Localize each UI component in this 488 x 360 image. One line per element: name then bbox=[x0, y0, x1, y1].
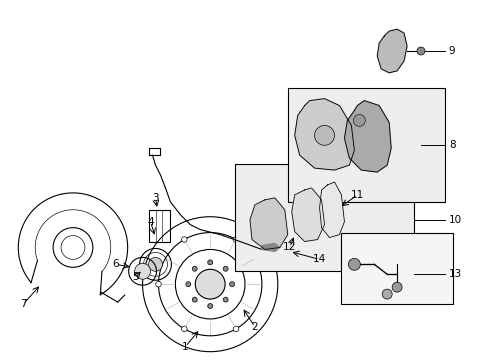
Text: 1: 1 bbox=[182, 342, 188, 352]
Circle shape bbox=[233, 326, 238, 332]
Text: 3: 3 bbox=[152, 193, 159, 203]
Bar bbox=[235, 164, 413, 271]
Circle shape bbox=[416, 47, 424, 55]
Circle shape bbox=[207, 260, 212, 265]
Polygon shape bbox=[249, 198, 287, 249]
Circle shape bbox=[391, 282, 401, 292]
Circle shape bbox=[148, 257, 162, 271]
Circle shape bbox=[195, 269, 224, 299]
Text: 7: 7 bbox=[20, 299, 26, 309]
Polygon shape bbox=[294, 99, 354, 170]
Circle shape bbox=[181, 237, 187, 242]
Circle shape bbox=[229, 282, 234, 287]
Circle shape bbox=[353, 114, 365, 126]
Text: 14: 14 bbox=[312, 255, 325, 264]
Circle shape bbox=[382, 289, 391, 299]
Text: 13: 13 bbox=[448, 269, 461, 279]
Circle shape bbox=[181, 326, 187, 332]
Bar bbox=[148, 210, 170, 242]
Circle shape bbox=[192, 297, 197, 302]
Polygon shape bbox=[319, 182, 344, 238]
Text: 10: 10 bbox=[448, 215, 461, 225]
Circle shape bbox=[223, 266, 228, 271]
Circle shape bbox=[185, 282, 190, 287]
Circle shape bbox=[223, 297, 228, 302]
Text: 9: 9 bbox=[448, 46, 454, 56]
Text: 12: 12 bbox=[283, 243, 296, 252]
Polygon shape bbox=[262, 243, 279, 251]
Text: 6: 6 bbox=[112, 259, 119, 269]
Circle shape bbox=[314, 125, 334, 145]
Circle shape bbox=[347, 258, 360, 270]
Polygon shape bbox=[291, 188, 324, 242]
Text: 8: 8 bbox=[448, 140, 454, 150]
Text: 4: 4 bbox=[147, 217, 154, 227]
Bar bbox=[287, 88, 444, 202]
Circle shape bbox=[207, 303, 212, 309]
Circle shape bbox=[134, 264, 150, 279]
Circle shape bbox=[155, 282, 161, 287]
Text: 2: 2 bbox=[251, 322, 258, 332]
Text: 11: 11 bbox=[350, 190, 363, 200]
Bar bbox=[341, 233, 452, 304]
Polygon shape bbox=[376, 29, 406, 73]
Circle shape bbox=[192, 266, 197, 271]
Text: 5: 5 bbox=[132, 272, 139, 282]
Polygon shape bbox=[344, 100, 390, 172]
Circle shape bbox=[233, 237, 238, 242]
